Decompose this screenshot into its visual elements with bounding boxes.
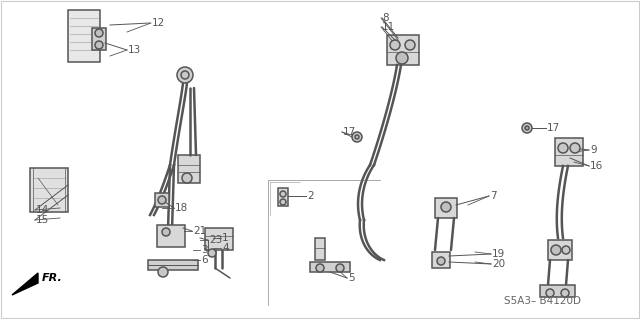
Circle shape: [522, 123, 532, 133]
Circle shape: [280, 199, 286, 205]
Circle shape: [158, 267, 168, 277]
Text: 4: 4: [222, 243, 228, 253]
Circle shape: [551, 245, 561, 255]
Bar: [68, 10, 100, 62]
Circle shape: [558, 143, 568, 153]
Text: 16: 16: [590, 161, 604, 171]
Circle shape: [158, 196, 166, 204]
Circle shape: [316, 264, 324, 272]
Circle shape: [437, 257, 445, 265]
Text: 20: 20: [492, 259, 505, 269]
Circle shape: [561, 289, 569, 297]
Bar: [92, 28, 106, 50]
Circle shape: [546, 289, 554, 297]
Bar: [310, 262, 350, 272]
Bar: [178, 155, 200, 183]
Text: 12: 12: [152, 18, 165, 28]
Bar: [205, 228, 233, 250]
Circle shape: [336, 264, 344, 272]
Text: 14: 14: [36, 205, 49, 215]
Circle shape: [405, 40, 415, 50]
Text: S5A3– B4120D: S5A3– B4120D: [504, 296, 581, 306]
Circle shape: [181, 71, 189, 79]
Bar: [157, 225, 185, 247]
Circle shape: [95, 41, 103, 49]
Circle shape: [208, 249, 216, 257]
Circle shape: [355, 135, 359, 139]
Text: 19: 19: [492, 249, 505, 259]
Text: 17: 17: [547, 123, 560, 133]
Circle shape: [562, 246, 570, 254]
Bar: [432, 252, 450, 268]
Text: 8: 8: [382, 13, 388, 23]
Text: 15: 15: [36, 215, 49, 225]
Text: 6: 6: [201, 255, 207, 265]
Text: 2: 2: [307, 191, 314, 201]
Polygon shape: [12, 273, 38, 295]
Circle shape: [162, 228, 170, 236]
Bar: [315, 238, 325, 260]
Bar: [278, 188, 288, 206]
Text: 13: 13: [128, 45, 141, 55]
Bar: [30, 168, 68, 212]
Circle shape: [570, 143, 580, 153]
Bar: [387, 35, 419, 65]
Text: 18: 18: [175, 203, 188, 213]
Circle shape: [280, 191, 286, 197]
Circle shape: [390, 40, 400, 50]
Text: 1: 1: [222, 233, 228, 243]
Bar: [148, 260, 198, 270]
Bar: [540, 285, 575, 297]
Text: 3: 3: [201, 245, 207, 255]
Bar: [548, 240, 572, 260]
Text: 17: 17: [343, 127, 356, 137]
Circle shape: [182, 173, 192, 183]
Bar: [435, 198, 457, 218]
Circle shape: [525, 126, 529, 130]
Circle shape: [441, 202, 451, 212]
Circle shape: [352, 132, 362, 142]
Text: 9: 9: [590, 145, 596, 155]
Text: 7: 7: [490, 191, 497, 201]
Text: FR.: FR.: [42, 273, 63, 283]
Bar: [555, 138, 583, 166]
Bar: [155, 193, 169, 207]
Text: 23: 23: [209, 235, 222, 245]
Text: 11: 11: [382, 22, 396, 32]
Text: 21: 21: [193, 226, 206, 236]
Text: 5: 5: [348, 273, 355, 283]
Circle shape: [177, 67, 193, 83]
Circle shape: [95, 29, 103, 37]
Circle shape: [396, 52, 408, 64]
